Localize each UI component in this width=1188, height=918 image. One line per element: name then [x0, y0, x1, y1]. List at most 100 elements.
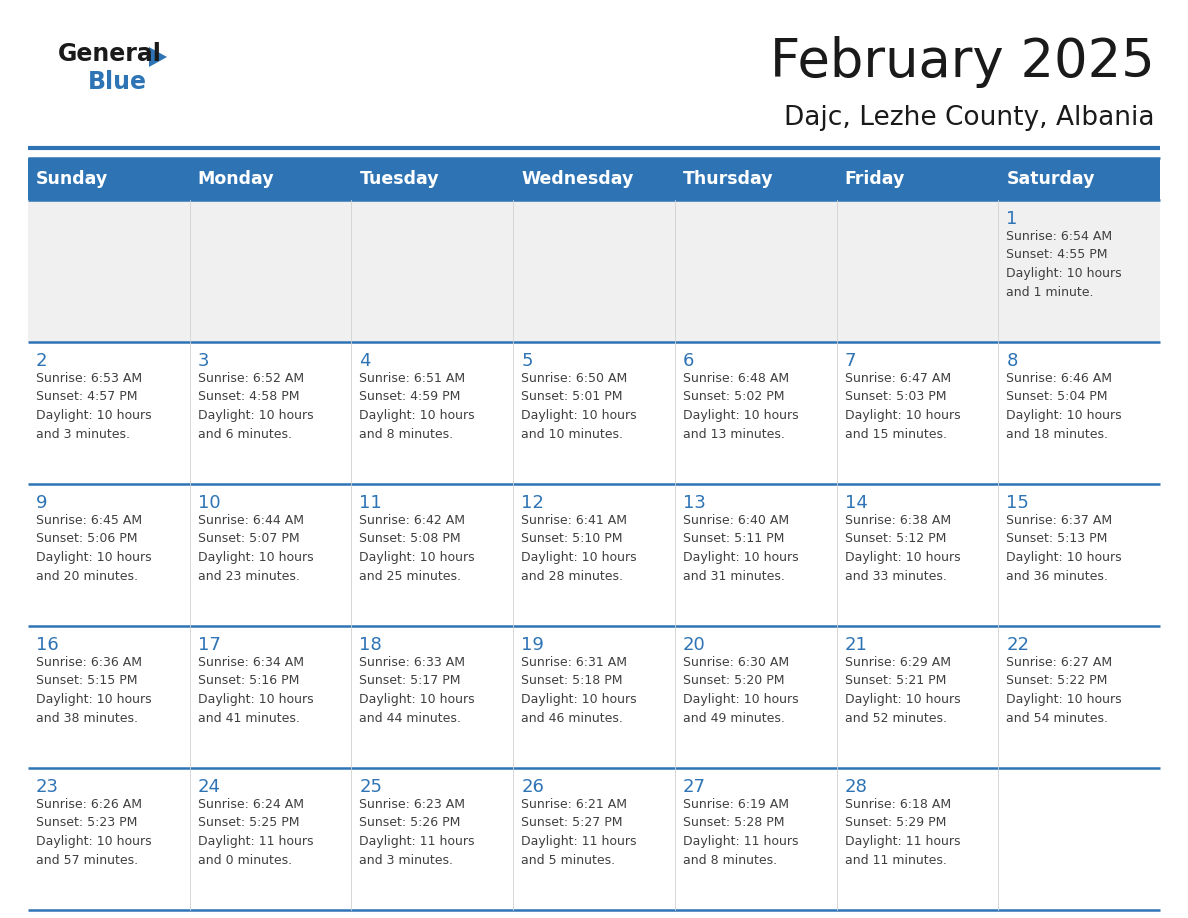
Bar: [29, 158, 190, 200]
Text: 9: 9: [36, 494, 48, 512]
Text: Sunrise: 6:23 AM
Sunset: 5:26 PM
Daylight: 11 hours
and 3 minutes.: Sunrise: 6:23 AM Sunset: 5:26 PM Dayligh…: [360, 798, 475, 867]
Text: Thursday: Thursday: [683, 170, 773, 188]
Bar: [675, 768, 836, 910]
Text: 6: 6: [683, 352, 694, 370]
Text: 28: 28: [845, 778, 867, 796]
Bar: [352, 626, 513, 768]
Text: 11: 11: [360, 494, 383, 512]
Bar: [513, 342, 675, 484]
Text: Sunrise: 6:21 AM
Sunset: 5:27 PM
Daylight: 11 hours
and 5 minutes.: Sunrise: 6:21 AM Sunset: 5:27 PM Dayligh…: [522, 798, 637, 867]
Text: Sunrise: 6:19 AM
Sunset: 5:28 PM
Daylight: 11 hours
and 8 minutes.: Sunrise: 6:19 AM Sunset: 5:28 PM Dayligh…: [683, 798, 798, 867]
Text: Sunrise: 6:26 AM
Sunset: 5:23 PM
Daylight: 10 hours
and 57 minutes.: Sunrise: 6:26 AM Sunset: 5:23 PM Dayligh…: [36, 798, 152, 867]
Bar: [513, 768, 675, 910]
Bar: [836, 484, 998, 626]
Bar: [998, 626, 1159, 768]
Bar: [998, 484, 1159, 626]
Bar: [675, 626, 836, 768]
Text: 7: 7: [845, 352, 857, 370]
Text: 3: 3: [197, 352, 209, 370]
Text: Blue: Blue: [88, 70, 147, 94]
Bar: [352, 200, 513, 342]
Bar: [352, 158, 513, 200]
Text: Tuesday: Tuesday: [360, 170, 440, 188]
Text: 20: 20: [683, 636, 706, 654]
Bar: [675, 158, 836, 200]
Bar: [675, 200, 836, 342]
Text: Sunrise: 6:34 AM
Sunset: 5:16 PM
Daylight: 10 hours
and 41 minutes.: Sunrise: 6:34 AM Sunset: 5:16 PM Dayligh…: [197, 656, 314, 724]
Text: 21: 21: [845, 636, 867, 654]
Text: Sunrise: 6:52 AM
Sunset: 4:58 PM
Daylight: 10 hours
and 6 minutes.: Sunrise: 6:52 AM Sunset: 4:58 PM Dayligh…: [197, 372, 314, 441]
Bar: [29, 200, 190, 342]
Text: 18: 18: [360, 636, 383, 654]
Text: 1: 1: [1006, 210, 1018, 228]
Text: Sunrise: 6:53 AM
Sunset: 4:57 PM
Daylight: 10 hours
and 3 minutes.: Sunrise: 6:53 AM Sunset: 4:57 PM Dayligh…: [36, 372, 152, 441]
Text: Sunrise: 6:33 AM
Sunset: 5:17 PM
Daylight: 10 hours
and 44 minutes.: Sunrise: 6:33 AM Sunset: 5:17 PM Dayligh…: [360, 656, 475, 724]
Bar: [513, 484, 675, 626]
Bar: [190, 626, 352, 768]
Text: 24: 24: [197, 778, 221, 796]
Bar: [352, 342, 513, 484]
Text: Saturday: Saturday: [1006, 170, 1095, 188]
Text: Sunrise: 6:27 AM
Sunset: 5:22 PM
Daylight: 10 hours
and 54 minutes.: Sunrise: 6:27 AM Sunset: 5:22 PM Dayligh…: [1006, 656, 1121, 724]
Text: 27: 27: [683, 778, 706, 796]
Bar: [190, 768, 352, 910]
Text: 23: 23: [36, 778, 59, 796]
Text: Dajc, Lezhe County, Albania: Dajc, Lezhe County, Albania: [784, 105, 1155, 131]
Text: Sunrise: 6:46 AM
Sunset: 5:04 PM
Daylight: 10 hours
and 18 minutes.: Sunrise: 6:46 AM Sunset: 5:04 PM Dayligh…: [1006, 372, 1121, 441]
Bar: [998, 158, 1159, 200]
Bar: [190, 158, 352, 200]
Bar: [29, 768, 190, 910]
Bar: [836, 626, 998, 768]
Text: Wednesday: Wednesday: [522, 170, 633, 188]
Text: 16: 16: [36, 636, 58, 654]
Text: Sunrise: 6:54 AM
Sunset: 4:55 PM
Daylight: 10 hours
and 1 minute.: Sunrise: 6:54 AM Sunset: 4:55 PM Dayligh…: [1006, 230, 1121, 298]
Bar: [998, 768, 1159, 910]
Bar: [513, 200, 675, 342]
Text: Sunrise: 6:45 AM
Sunset: 5:06 PM
Daylight: 10 hours
and 20 minutes.: Sunrise: 6:45 AM Sunset: 5:06 PM Dayligh…: [36, 514, 152, 583]
Bar: [29, 342, 190, 484]
Polygon shape: [148, 47, 168, 67]
Bar: [675, 342, 836, 484]
Bar: [29, 484, 190, 626]
Text: Sunrise: 6:29 AM
Sunset: 5:21 PM
Daylight: 10 hours
and 52 minutes.: Sunrise: 6:29 AM Sunset: 5:21 PM Dayligh…: [845, 656, 960, 724]
Text: 12: 12: [522, 494, 544, 512]
Text: 15: 15: [1006, 494, 1029, 512]
Text: Sunrise: 6:42 AM
Sunset: 5:08 PM
Daylight: 10 hours
and 25 minutes.: Sunrise: 6:42 AM Sunset: 5:08 PM Dayligh…: [360, 514, 475, 583]
Bar: [190, 484, 352, 626]
Bar: [190, 342, 352, 484]
Bar: [190, 200, 352, 342]
Text: Sunrise: 6:48 AM
Sunset: 5:02 PM
Daylight: 10 hours
and 13 minutes.: Sunrise: 6:48 AM Sunset: 5:02 PM Dayligh…: [683, 372, 798, 441]
Bar: [352, 484, 513, 626]
Bar: [513, 626, 675, 768]
Text: 4: 4: [360, 352, 371, 370]
Text: 8: 8: [1006, 352, 1018, 370]
Text: Sunrise: 6:40 AM
Sunset: 5:11 PM
Daylight: 10 hours
and 31 minutes.: Sunrise: 6:40 AM Sunset: 5:11 PM Dayligh…: [683, 514, 798, 583]
Text: 19: 19: [522, 636, 544, 654]
Text: Sunrise: 6:51 AM
Sunset: 4:59 PM
Daylight: 10 hours
and 8 minutes.: Sunrise: 6:51 AM Sunset: 4:59 PM Dayligh…: [360, 372, 475, 441]
Bar: [836, 200, 998, 342]
Bar: [513, 158, 675, 200]
Bar: [836, 158, 998, 200]
Text: Sunrise: 6:30 AM
Sunset: 5:20 PM
Daylight: 10 hours
and 49 minutes.: Sunrise: 6:30 AM Sunset: 5:20 PM Dayligh…: [683, 656, 798, 724]
Bar: [675, 484, 836, 626]
Text: Sunrise: 6:36 AM
Sunset: 5:15 PM
Daylight: 10 hours
and 38 minutes.: Sunrise: 6:36 AM Sunset: 5:15 PM Dayligh…: [36, 656, 152, 724]
Bar: [836, 342, 998, 484]
Text: Sunrise: 6:18 AM
Sunset: 5:29 PM
Daylight: 11 hours
and 11 minutes.: Sunrise: 6:18 AM Sunset: 5:29 PM Dayligh…: [845, 798, 960, 867]
Text: Sunrise: 6:37 AM
Sunset: 5:13 PM
Daylight: 10 hours
and 36 minutes.: Sunrise: 6:37 AM Sunset: 5:13 PM Dayligh…: [1006, 514, 1121, 583]
Text: 22: 22: [1006, 636, 1029, 654]
Text: 10: 10: [197, 494, 220, 512]
Text: 2: 2: [36, 352, 48, 370]
Text: 17: 17: [197, 636, 221, 654]
Text: 13: 13: [683, 494, 706, 512]
Text: Monday: Monday: [197, 170, 274, 188]
Text: Sunrise: 6:50 AM
Sunset: 5:01 PM
Daylight: 10 hours
and 10 minutes.: Sunrise: 6:50 AM Sunset: 5:01 PM Dayligh…: [522, 372, 637, 441]
Text: 5: 5: [522, 352, 532, 370]
Text: February 2025: February 2025: [770, 36, 1155, 88]
Text: 26: 26: [522, 778, 544, 796]
Text: Sunrise: 6:47 AM
Sunset: 5:03 PM
Daylight: 10 hours
and 15 minutes.: Sunrise: 6:47 AM Sunset: 5:03 PM Dayligh…: [845, 372, 960, 441]
Bar: [352, 768, 513, 910]
Text: Sunrise: 6:24 AM
Sunset: 5:25 PM
Daylight: 11 hours
and 0 minutes.: Sunrise: 6:24 AM Sunset: 5:25 PM Dayligh…: [197, 798, 314, 867]
Bar: [836, 768, 998, 910]
Text: Sunrise: 6:44 AM
Sunset: 5:07 PM
Daylight: 10 hours
and 23 minutes.: Sunrise: 6:44 AM Sunset: 5:07 PM Dayligh…: [197, 514, 314, 583]
Text: 25: 25: [360, 778, 383, 796]
